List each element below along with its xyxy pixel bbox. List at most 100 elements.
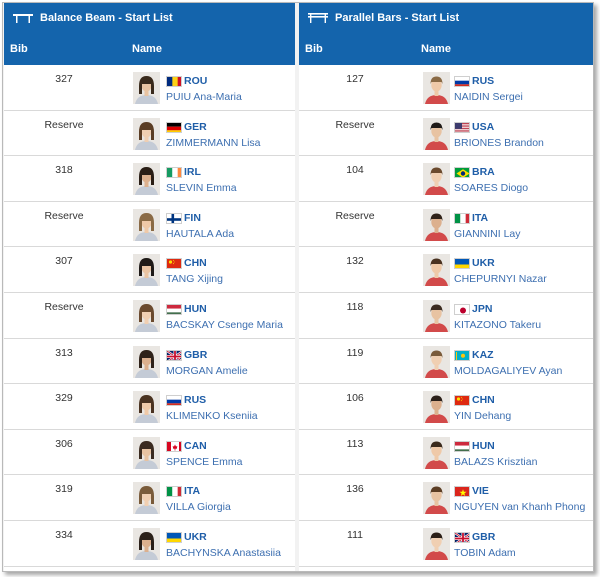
panel-header: Parallel Bars - Start List Bib Name	[299, 3, 593, 65]
country-code-link[interactable]: ITA	[184, 485, 201, 498]
athlete-photo	[133, 345, 160, 378]
irl-flag-icon	[166, 167, 182, 179]
athlete-name-link[interactable]: SLEVIN Emma	[166, 182, 237, 195]
athlete-name-link[interactable]: BACSKAY Csenge Maria	[166, 319, 283, 331]
athlete-photo	[423, 208, 450, 241]
country-code-link[interactable]: CHN	[184, 257, 207, 270]
bib-number: 104	[346, 164, 364, 177]
country-code-link[interactable]: CHN	[472, 394, 495, 407]
chn-flag-icon	[454, 395, 470, 407]
country-code-link[interactable]: USA	[472, 120, 495, 133]
bib-number: Reserve	[44, 209, 84, 222]
table-row: 104 BRA SOARES Diogo	[299, 156, 593, 202]
athlete-name-link[interactable]: NGUYEN van Khanh Phong	[454, 501, 586, 514]
ukr-flag-icon	[454, 258, 470, 270]
athlete-photo	[423, 528, 450, 560]
athlete-name-link[interactable]: BACHYNSKA Anastasiia	[166, 547, 281, 559]
athlete-name-link[interactable]: VILLA Giorgia	[166, 501, 231, 514]
chn-flag-icon	[166, 258, 182, 270]
hun-flag-icon	[454, 440, 470, 452]
table-row: 132 UKR CHEPURNYI Nazar	[299, 247, 593, 293]
athlete-name-link[interactable]: TOBIN Adam	[454, 547, 516, 559]
country-code-link[interactable]: GER	[184, 120, 207, 133]
country-code-link[interactable]: BRA	[472, 166, 495, 179]
bib-number: 313	[55, 346, 73, 359]
athlete-photo	[423, 72, 450, 104]
table-row: 127 RUS NAIDIN Sergei	[299, 65, 593, 111]
athlete-photo	[423, 117, 450, 150]
country-code-link[interactable]: RUS	[184, 394, 207, 407]
country-code-link[interactable]: RUS	[472, 75, 495, 87]
bib-number: 119	[346, 346, 364, 359]
athlete-name-link[interactable]: ZIMMERMANN Lisa	[166, 136, 261, 149]
athlete-photo	[133, 208, 160, 241]
table-row: Reserve ITA GIANNINI Lay	[299, 201, 593, 248]
table-row: 106 CHN YIN Dehang	[299, 384, 593, 430]
country-code-link[interactable]: JPN	[472, 303, 493, 315]
column-header-bib: Bib	[305, 43, 323, 55]
athlete-name-link[interactable]: SOARES Diogo	[454, 182, 529, 195]
panel-title-row: Parallel Bars - Start List	[307, 9, 459, 27]
country-code-link[interactable]: ROU	[184, 75, 208, 87]
athlete-name-link[interactable]: MORGAN Amelie	[166, 364, 248, 377]
athlete-name-link[interactable]: BALAZS Krisztian	[454, 455, 538, 468]
table-row: 119 KAZ MOLDAGALIYEV Ayan	[299, 338, 593, 385]
bib-number: 127	[346, 73, 364, 85]
fin-flag-icon	[166, 212, 182, 224]
country-code-link[interactable]: ITA	[472, 211, 489, 224]
bib-number: 113	[346, 437, 364, 450]
athlete-name-link[interactable]: CHEPURNYI Nazar	[454, 273, 547, 286]
table-row: 307 CHN TANG Xijing	[4, 247, 295, 293]
athlete-name-link[interactable]: YIN Dehang	[454, 410, 512, 423]
athlete-photo	[133, 436, 160, 469]
bib-number: 319	[55, 483, 73, 496]
can-flag-icon	[166, 440, 182, 452]
column-header-name: Name	[421, 43, 451, 55]
table-row: Reserve GER ZIMMERMANN Lisa	[4, 110, 295, 157]
column-header-name: Name	[132, 43, 162, 55]
usa-flag-icon	[454, 121, 470, 133]
athlete-name-link[interactable]: BRIONES Brandon	[454, 136, 544, 149]
athlete-name-link[interactable]: TANG Xijing	[166, 273, 223, 286]
panel-title-row: Balance Beam - Start List	[12, 9, 173, 27]
ita-flag-icon	[166, 486, 182, 498]
athlete-photo	[423, 163, 450, 196]
bib-number: 327	[55, 73, 73, 85]
parallel-bars-panel: Parallel Bars - Start List Bib Name 127 R…	[299, 3, 593, 571]
athlete-name-link[interactable]: SPENCE Emma	[166, 455, 243, 468]
athlete-name-link[interactable]: NAIDIN Sergei	[454, 91, 523, 103]
bib-number: Reserve	[44, 301, 84, 313]
table-row: 319 ITA VILLA Giorgia	[4, 475, 295, 521]
athlete-name-link[interactable]: KLIMENKO Kseniia	[166, 410, 258, 423]
country-code-link[interactable]: UKR	[184, 531, 207, 543]
country-code-link[interactable]: HUN	[472, 439, 495, 452]
country-code-link[interactable]: GBR	[184, 348, 208, 361]
country-code-link[interactable]: CAN	[184, 439, 207, 452]
table-row: 118 JPN KITAZONO Takeru	[299, 293, 593, 339]
athlete-name-link[interactable]: HAUTALA Ada	[166, 227, 235, 240]
athlete-photo	[133, 300, 160, 332]
gbr-flag-icon	[454, 532, 470, 543]
athlete-photo	[133, 163, 160, 196]
athlete-name-link[interactable]: GIANNINI Lay	[454, 227, 521, 240]
country-code-link[interactable]: GBR	[472, 531, 496, 543]
country-code-link[interactable]: HUN	[184, 303, 207, 315]
athlete-photo	[133, 482, 160, 515]
country-code-link[interactable]: IRL	[184, 166, 201, 179]
athlete-name-link[interactable]: MOLDAGALIYEV Ayan	[454, 364, 563, 377]
table-row: 313 GBR MORGAN Amelie	[4, 338, 295, 385]
athlete-name-link[interactable]: KITAZONO Takeru	[454, 319, 542, 331]
country-code-link[interactable]: UKR	[472, 257, 495, 270]
rou-flag-icon	[166, 76, 182, 87]
country-code-link[interactable]: FIN	[184, 211, 201, 224]
bib-number: Reserve	[335, 118, 375, 131]
jpn-flag-icon	[454, 304, 470, 315]
athlete-photo	[133, 117, 160, 150]
country-code-link[interactable]: VIE	[472, 485, 489, 498]
bib-number: Reserve	[335, 209, 375, 222]
bib-number: 307	[55, 255, 73, 268]
athlete-photo	[133, 391, 160, 424]
parallel-bars-icon	[307, 12, 329, 24]
country-code-link[interactable]: KAZ	[472, 348, 494, 361]
athlete-name-link[interactable]: PUIU Ana-Maria	[166, 91, 242, 103]
